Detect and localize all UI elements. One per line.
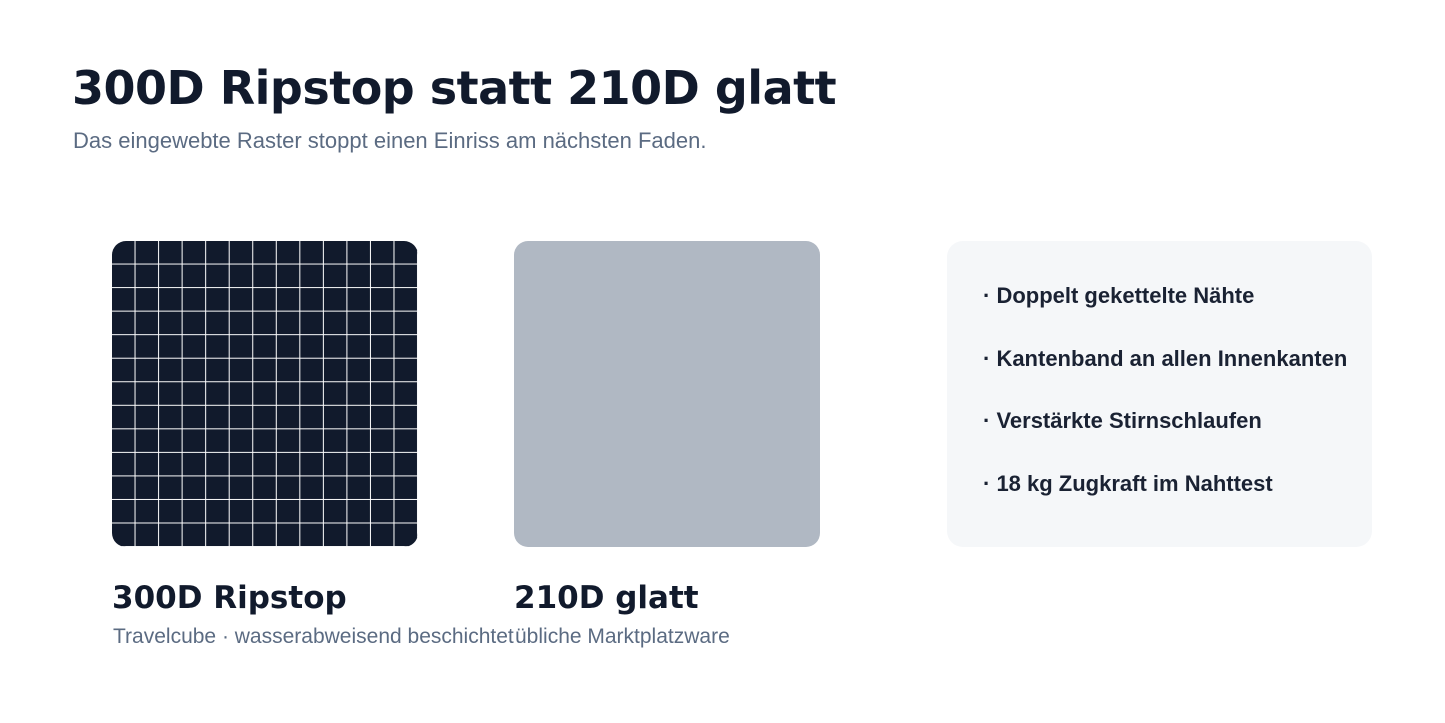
swatch-caption: Travelcube · wasserabweisend beschichtet <box>113 625 514 648</box>
feature-item: · 18 kg Zugkraft im Nahttest <box>983 470 1273 496</box>
swatch-label: 300D Ripstop <box>112 580 347 616</box>
title: 300D Ripstop statt 210D glatt <box>72 61 837 115</box>
feature-card <box>947 241 1372 547</box>
feature-item: · Verstärkte Stirnschlaufen <box>983 408 1262 433</box>
ripstop-swatch <box>112 241 418 547</box>
swatch-label: 210D glatt <box>514 580 699 616</box>
ripstop-grid <box>112 241 418 547</box>
plain-swatch <box>514 241 820 547</box>
feature-item: · Kantenband an allen Innenkanten <box>983 345 1348 371</box>
swatch-caption: übliche Marktplatzware <box>515 625 730 648</box>
feature-item: · Doppelt gekettelte Nähte <box>983 283 1255 308</box>
subtitle: Das eingewebte Raster stoppt einen Einri… <box>73 128 707 153</box>
